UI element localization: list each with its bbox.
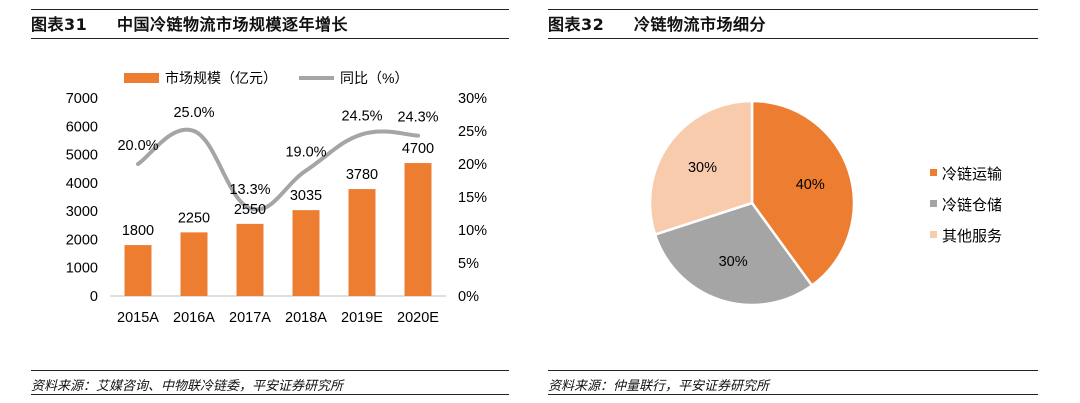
chart-panel-market-size: 图表31 中国冷链物流市场规模逐年增长 0 1000 2000 3000 4000 5000… xyxy=(31,0,509,403)
x-tick-label: 2018A xyxy=(285,310,327,326)
figure-title: 图表31 中国冷链物流市场规模逐年增长 xyxy=(31,11,348,35)
x-tick-label: 2019E xyxy=(341,310,383,326)
bar xyxy=(236,223,264,296)
yoy-value-label: 19.0% xyxy=(285,145,326,161)
figure-number: 图表31 xyxy=(31,15,88,34)
x-tick-label: 2020E xyxy=(397,310,439,326)
bar xyxy=(292,210,320,296)
top-rule xyxy=(548,9,1038,10)
figure-title: 图表32 冷链物流市场细分 xyxy=(548,11,766,35)
y-tick-label: 4000 xyxy=(66,176,98,192)
pie-slice xyxy=(653,201,814,307)
x-tick-label: 2017A xyxy=(229,310,271,326)
figure-title-text: 中国冷链物流市场规模逐年增长 xyxy=(117,15,349,34)
yoy-value-label: 24.5% xyxy=(341,108,382,124)
yoy-point xyxy=(361,133,363,135)
bar-value-label: 3780 xyxy=(346,167,378,183)
x-tick-label: 2016A xyxy=(173,310,215,326)
pie-slice-label: 40% xyxy=(796,177,825,193)
pie-slice-label: 30% xyxy=(719,254,748,270)
pie-slice xyxy=(750,99,856,288)
yoy-value-label: 24.3% xyxy=(397,110,438,126)
yoy-point xyxy=(193,130,195,132)
y-tick-label: 5000 xyxy=(66,148,98,164)
figure-number: 图表32 xyxy=(548,15,605,34)
y-tick-label: 6000 xyxy=(66,119,98,135)
yoy-value-label: 13.3% xyxy=(229,182,270,198)
source-rule xyxy=(31,370,509,371)
x-tick-label: 2015A xyxy=(117,310,159,326)
source-note: 资料来源：艾媒咨询、中物联冷链委，平安证券研究所 xyxy=(31,379,344,394)
bar-value-label: 1800 xyxy=(122,223,154,239)
legend-label-line: 同比（%） xyxy=(340,70,408,86)
bottom-rule xyxy=(548,394,1038,395)
bar-line-combo-chart: 0 1000 2000 3000 4000 5000 6000 7000 0% 5% 10% 15% 2… xyxy=(66,70,487,326)
bar xyxy=(404,163,432,296)
y2-tick-label: 25% xyxy=(458,124,487,140)
legend-label: 冷链运输 xyxy=(942,166,1002,183)
bar xyxy=(124,245,152,296)
y-tick-label: 0 xyxy=(90,289,98,305)
y-tick-label: 2000 xyxy=(66,232,98,248)
legend-label: 冷链仓储 xyxy=(942,197,1002,214)
yoy-point xyxy=(305,170,307,172)
bar-value-label: 2250 xyxy=(178,210,210,226)
source-note: 资料来源：仲量联行，平安证券研究所 xyxy=(548,379,770,394)
yoy-value-label: 25.0% xyxy=(173,105,214,121)
y-tick-label: 1000 xyxy=(66,261,98,277)
legend-swatch-bar xyxy=(124,73,159,83)
legend-label: 其他服务 xyxy=(942,228,1002,245)
y2-tick-label: 10% xyxy=(458,223,487,239)
chart-panel-market-segments: 图表32 冷链物流市场细分 40% 30% 30% 冷链运输冷链仓储其他服务 资料来源：… xyxy=(548,0,1038,403)
pie-slice xyxy=(648,99,754,237)
title-rule xyxy=(548,38,1038,39)
title-rule xyxy=(31,38,509,39)
bar-value-label: 4700 xyxy=(402,141,434,157)
bar-value-label: 2550 xyxy=(234,202,266,218)
legend-swatch xyxy=(930,231,937,238)
legend-label-bar: 市场规模（亿元） xyxy=(165,70,277,86)
legend-swatch xyxy=(930,200,937,207)
bar xyxy=(348,189,376,296)
pie-slice-label: 30% xyxy=(688,160,717,176)
y2-tick-label: 20% xyxy=(458,157,487,173)
y2-tick-label: 0% xyxy=(458,289,479,305)
yoy-point xyxy=(137,163,139,165)
bottom-rule xyxy=(31,394,509,395)
bar xyxy=(180,232,208,296)
legend-swatch xyxy=(930,169,937,176)
y2-tick-label: 15% xyxy=(458,190,487,206)
y-tick-label: 3000 xyxy=(66,204,98,220)
y2-tick-label: 30% xyxy=(458,91,487,107)
top-rule xyxy=(31,9,509,10)
source-rule xyxy=(548,370,1038,371)
y2-tick-label: 5% xyxy=(458,256,479,272)
bar-value-label: 3035 xyxy=(290,188,322,204)
yoy-point xyxy=(417,135,419,137)
yoy-value-label: 20.0% xyxy=(117,138,158,154)
y-tick-label: 7000 xyxy=(66,91,98,107)
figure-title-text: 冷链物流市场细分 xyxy=(634,15,767,34)
yoy-point xyxy=(249,207,251,209)
